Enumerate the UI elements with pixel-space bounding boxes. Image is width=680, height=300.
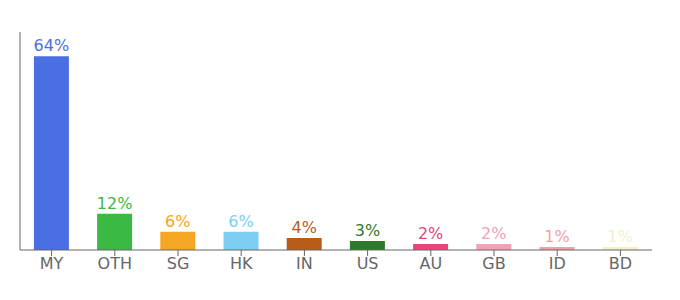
svg-text:OTH: OTH: [98, 254, 132, 273]
svg-text:BD: BD: [609, 254, 632, 273]
svg-text:MY: MY: [40, 254, 64, 273]
svg-text:6%: 6%: [228, 212, 253, 231]
svg-text:AU: AU: [419, 254, 442, 273]
svg-text:6%: 6%: [165, 212, 190, 231]
svg-text:1%: 1%: [544, 227, 569, 246]
svg-text:4%: 4%: [292, 218, 317, 237]
svg-text:1%: 1%: [608, 227, 633, 246]
svg-text:64%: 64%: [34, 36, 70, 55]
svg-text:2%: 2%: [418, 224, 443, 243]
svg-text:SG: SG: [167, 254, 190, 273]
svg-text:ID: ID: [549, 254, 566, 273]
svg-text:2%: 2%: [481, 224, 506, 243]
svg-text:GB: GB: [482, 254, 505, 273]
svg-text:US: US: [357, 254, 379, 273]
svg-text:3%: 3%: [355, 221, 380, 240]
svg-text:IN: IN: [296, 254, 313, 273]
svg-text:HK: HK: [230, 254, 253, 273]
svg-text:12%: 12%: [97, 194, 133, 213]
